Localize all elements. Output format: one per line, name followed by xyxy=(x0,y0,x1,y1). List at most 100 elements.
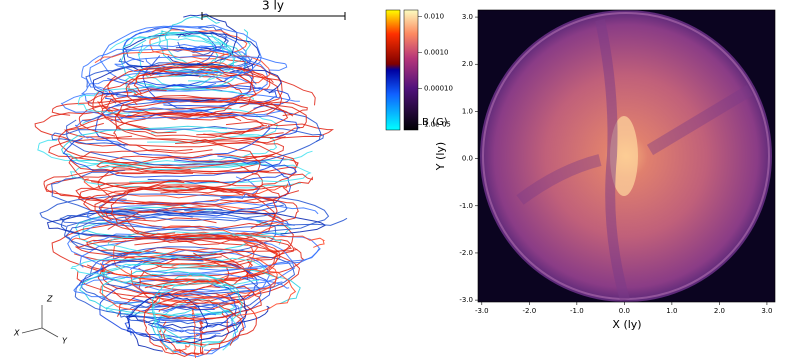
field-line xyxy=(161,311,230,355)
field-line xyxy=(122,31,237,78)
field-line xyxy=(110,110,301,138)
field-line xyxy=(114,55,288,75)
field-line xyxy=(92,72,316,129)
x-tick-label: 1.0 xyxy=(666,307,677,315)
field-line xyxy=(99,271,297,320)
field-line xyxy=(78,180,281,214)
field-line xyxy=(62,137,285,178)
field-line xyxy=(116,94,289,135)
field-line xyxy=(123,24,262,80)
field-line xyxy=(86,233,298,257)
field-lines xyxy=(34,13,348,362)
field-line xyxy=(149,83,278,107)
field-line xyxy=(138,38,234,82)
y-tick-label: -3.0 xyxy=(459,296,473,304)
field-line xyxy=(67,214,321,274)
field-line xyxy=(59,207,348,231)
field-line xyxy=(78,255,272,322)
field-line xyxy=(107,47,254,87)
field-line xyxy=(81,43,215,103)
field-line xyxy=(158,299,245,346)
field-line xyxy=(91,160,312,185)
field-line xyxy=(148,292,237,333)
field-line xyxy=(149,29,248,60)
y-tick-label: 3.0 xyxy=(462,13,473,21)
field-line xyxy=(94,184,278,236)
field-line xyxy=(119,303,230,325)
scale-bar-label: 3 ly xyxy=(262,0,284,13)
y-tick-label: -2.0 xyxy=(459,249,473,257)
field-line xyxy=(78,97,307,139)
colorbar-label: B (G) xyxy=(422,117,448,128)
field-line xyxy=(114,99,294,144)
field-line xyxy=(133,66,274,94)
field-line xyxy=(138,235,279,283)
field-line xyxy=(126,293,209,352)
field-line xyxy=(144,280,262,321)
field-line xyxy=(69,163,301,191)
x-tick-label: 3.0 xyxy=(761,307,772,315)
field-line xyxy=(158,301,237,358)
field-line xyxy=(79,263,233,318)
field-line xyxy=(77,85,254,114)
x-tick-label: -2.0 xyxy=(522,307,536,315)
field-line xyxy=(75,180,290,206)
x-tick-label: 0.0 xyxy=(619,307,630,315)
field-line xyxy=(88,48,268,104)
x-tick-label: 2.0 xyxy=(714,307,725,315)
field-line xyxy=(94,49,271,89)
field-line xyxy=(101,89,268,138)
x-tick-label: -1.0 xyxy=(570,307,584,315)
colorbar-tick-label: 0.0010 xyxy=(424,48,449,56)
field-line xyxy=(48,133,285,167)
colorbar-tick-label: 0.00010 xyxy=(424,84,453,92)
field-line xyxy=(103,195,299,230)
field-line xyxy=(81,258,230,311)
y-tick-label: -1.0 xyxy=(459,202,473,210)
y-tick-label: 1.0 xyxy=(462,107,473,115)
y-tick-label: 2.0 xyxy=(462,60,473,68)
field-line xyxy=(143,288,200,358)
field-line xyxy=(163,138,298,194)
field-line xyxy=(73,273,290,304)
colorbar-tick-label: 1.0e-05 xyxy=(424,120,451,128)
y-axis-label: Y (ly) xyxy=(434,142,447,171)
colorbar xyxy=(385,9,401,131)
field-line xyxy=(99,279,244,338)
field-line xyxy=(100,260,259,287)
field-line xyxy=(70,256,268,279)
field-line xyxy=(34,106,286,148)
field-line xyxy=(80,71,256,104)
field-line xyxy=(82,107,279,143)
image-feature xyxy=(516,84,754,205)
field-line xyxy=(93,226,320,271)
colorbar xyxy=(403,9,419,131)
field-line xyxy=(85,62,257,88)
field-line xyxy=(110,180,228,243)
axis-label: Y xyxy=(62,337,68,346)
field-line xyxy=(74,107,209,147)
field-line xyxy=(45,172,300,205)
field-line xyxy=(58,112,275,169)
x-axis-label: X (ly) xyxy=(612,318,641,331)
field-line xyxy=(164,15,220,67)
field-line xyxy=(51,169,284,216)
field-line xyxy=(66,98,322,166)
image xyxy=(480,10,772,302)
field-line xyxy=(51,217,258,277)
field-line xyxy=(155,312,221,335)
plot-frame xyxy=(477,9,776,303)
field-line xyxy=(175,31,227,52)
field-line xyxy=(75,237,292,261)
field-line xyxy=(91,170,313,192)
field-line xyxy=(74,271,262,320)
field-line xyxy=(153,278,236,348)
y-tick-label: 0.0 xyxy=(462,155,473,163)
field-line xyxy=(51,125,324,146)
field-line xyxy=(79,234,296,293)
field-line xyxy=(97,247,249,306)
field-line xyxy=(141,202,284,239)
colorbar-tick-label: 0.010 xyxy=(424,12,444,20)
field-line xyxy=(198,319,204,355)
field-line xyxy=(107,205,294,269)
